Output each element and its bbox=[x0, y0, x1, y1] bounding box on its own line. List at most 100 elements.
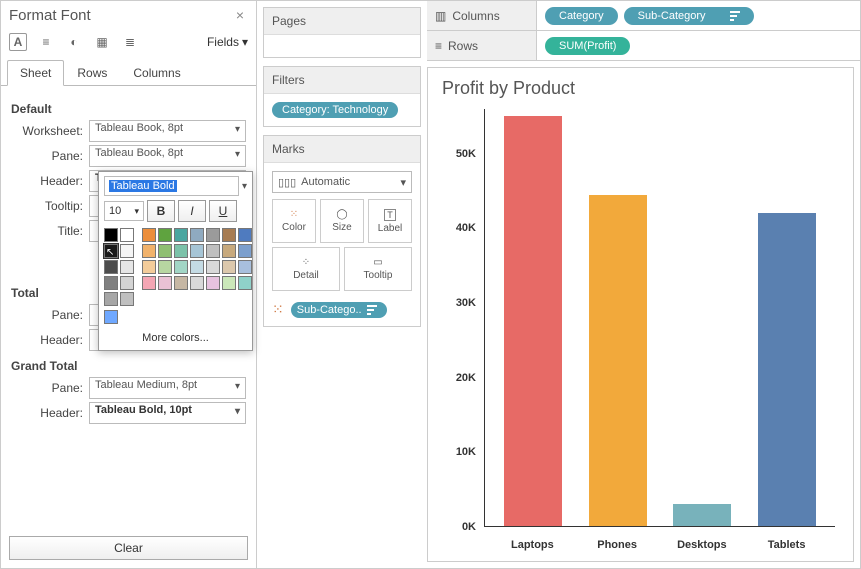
font-name-input[interactable]: Tableau Bold bbox=[104, 176, 239, 196]
label-title: Title: bbox=[11, 224, 89, 238]
marks-size-button[interactable]: ◯Size bbox=[320, 199, 364, 243]
alignment-tool-icon[interactable]: ≡ bbox=[37, 33, 55, 51]
clear-button[interactable]: Clear bbox=[9, 536, 248, 560]
chevron-down-icon: ▾ bbox=[242, 35, 248, 49]
color-swatch[interactable] bbox=[174, 244, 188, 258]
color-swatch[interactable] bbox=[190, 228, 204, 242]
section-default: Default bbox=[11, 102, 246, 116]
filter-pill-category[interactable]: Category: Technology bbox=[272, 102, 398, 118]
borders-tool-icon[interactable]: ▦ bbox=[93, 33, 111, 51]
columns-shelf[interactable]: ▥Columns Category Sub-Category bbox=[427, 1, 860, 31]
color-swatch[interactable] bbox=[120, 292, 134, 306]
font-color-popup: Tableau Bold ▾ 10▾ B I U ↖ More colors..… bbox=[98, 171, 253, 351]
font-size-input[interactable]: 10▾ bbox=[104, 201, 144, 221]
color-swatch[interactable] bbox=[120, 244, 134, 258]
color-swatch[interactable] bbox=[206, 228, 220, 242]
chart-bar[interactable] bbox=[589, 195, 647, 526]
chevron-down-icon[interactable]: ▾ bbox=[242, 181, 247, 192]
columns-pill-category[interactable]: Category bbox=[545, 7, 618, 25]
fields-dropdown[interactable]: Fields▾ bbox=[207, 35, 248, 49]
color-swatch[interactable] bbox=[142, 244, 156, 258]
color-swatch[interactable] bbox=[206, 260, 220, 274]
tab-columns[interactable]: Columns bbox=[120, 60, 193, 86]
color-swatch[interactable] bbox=[222, 276, 236, 290]
marks-pill-subcategory[interactable]: Sub-Catego.. bbox=[291, 302, 387, 318]
rows-shelf[interactable]: ≡Rows SUM(Profit) bbox=[427, 31, 860, 61]
color-swatch[interactable] bbox=[120, 276, 134, 290]
size-icon: ◯ bbox=[336, 209, 347, 220]
color-swatch[interactable] bbox=[206, 244, 220, 258]
marks-label-button[interactable]: TLabel bbox=[368, 199, 412, 243]
color-swatches bbox=[142, 228, 252, 306]
color-swatch[interactable] bbox=[190, 276, 204, 290]
chart-bar[interactable] bbox=[758, 213, 816, 526]
color-swatch[interactable] bbox=[158, 260, 172, 274]
color-swatch[interactable] bbox=[238, 228, 252, 242]
y-tick-label: 0K bbox=[436, 521, 476, 533]
italic-button[interactable]: I bbox=[178, 200, 206, 222]
color-swatch[interactable] bbox=[174, 228, 188, 242]
marks-type-dropdown[interactable]: ▯▯▯Automatic ▾ bbox=[272, 171, 412, 193]
select-worksheet-font[interactable]: Tableau Book, 8pt bbox=[89, 120, 246, 142]
color-swatch[interactable] bbox=[142, 228, 156, 242]
select-pane-font[interactable]: Tableau Book, 8pt bbox=[89, 145, 246, 167]
color-swatch[interactable] bbox=[120, 228, 134, 242]
color-swatch-extra[interactable] bbox=[104, 310, 118, 324]
color-swatch[interactable] bbox=[158, 228, 172, 242]
sort-icon bbox=[730, 11, 740, 21]
color-swatch[interactable] bbox=[158, 244, 172, 258]
color-swatch[interactable] bbox=[206, 276, 220, 290]
panel-title: Format Font bbox=[9, 7, 91, 24]
label-header: Header: bbox=[11, 174, 89, 188]
color-swatch[interactable] bbox=[190, 260, 204, 274]
tab-sheet[interactable]: Sheet bbox=[7, 60, 64, 86]
marks-color-button[interactable]: ⁙Color bbox=[272, 199, 316, 243]
color-swatch[interactable] bbox=[222, 260, 236, 274]
color-swatch[interactable] bbox=[222, 244, 236, 258]
shading-tool-icon[interactable]: ◐ bbox=[65, 33, 83, 51]
select-gt-pane-font[interactable]: Tableau Medium, 8pt bbox=[89, 377, 246, 399]
color-swatch[interactable] bbox=[190, 244, 204, 258]
middle-panels: Pages Filters Category: Technology Marks… bbox=[257, 1, 427, 568]
chart-bar[interactable] bbox=[673, 504, 731, 526]
marks-detail-button[interactable]: ⁘Detail bbox=[272, 247, 340, 291]
y-tick-label: 40K bbox=[436, 222, 476, 234]
lines-tool-icon[interactable]: ≣ bbox=[121, 33, 139, 51]
color-swatch[interactable] bbox=[142, 276, 156, 290]
pages-shelf[interactable] bbox=[264, 35, 420, 57]
select-gt-header-font[interactable]: Tableau Bold, 10pt bbox=[89, 402, 246, 424]
label-icon: T bbox=[384, 209, 396, 221]
rows-icon: ≡ bbox=[435, 39, 442, 53]
color-swatch[interactable] bbox=[222, 228, 236, 242]
chart-container: Profit by Product 0K10K20K30K40K50K Lapt… bbox=[427, 67, 854, 562]
color-swatch[interactable] bbox=[142, 260, 156, 274]
filters-shelf[interactable]: Category: Technology bbox=[264, 94, 420, 126]
more-colors-link[interactable]: More colors... bbox=[101, 326, 250, 348]
color-swatch[interactable] bbox=[120, 260, 134, 274]
marks-tooltip-button[interactable]: ▭Tooltip bbox=[344, 247, 412, 291]
underline-button[interactable]: U bbox=[209, 200, 237, 222]
tab-rows[interactable]: Rows bbox=[64, 60, 120, 86]
color-swatch[interactable] bbox=[104, 292, 118, 306]
color-swatch[interactable] bbox=[238, 244, 252, 258]
chart-bar[interactable] bbox=[504, 116, 562, 526]
filters-card: Filters Category: Technology bbox=[263, 66, 421, 127]
bold-button[interactable]: B bbox=[147, 200, 175, 222]
color-swatch[interactable] bbox=[174, 260, 188, 274]
color-swatch[interactable] bbox=[158, 276, 172, 290]
marks-card: Marks ▯▯▯Automatic ▾ ⁙Color ◯Size TLabel… bbox=[263, 135, 421, 327]
chevron-down-icon: ▾ bbox=[400, 176, 406, 189]
font-tool-icon[interactable]: A bbox=[9, 33, 27, 51]
color-swatch[interactable] bbox=[174, 276, 188, 290]
close-icon[interactable]: × bbox=[232, 5, 248, 25]
color-swatch[interactable]: ↖ bbox=[104, 244, 118, 258]
color-swatch[interactable] bbox=[238, 260, 252, 274]
rows-pill-sum-profit[interactable]: SUM(Profit) bbox=[545, 37, 630, 55]
color-swatch[interactable] bbox=[104, 260, 118, 274]
chevron-down-icon: ▾ bbox=[134, 206, 139, 217]
columns-pill-subcategory[interactable]: Sub-Category bbox=[624, 7, 754, 25]
color-swatch[interactable] bbox=[104, 276, 118, 290]
color-legend-icon: ⁙ bbox=[272, 301, 285, 318]
color-swatch[interactable] bbox=[104, 228, 118, 242]
color-swatch[interactable] bbox=[238, 276, 252, 290]
